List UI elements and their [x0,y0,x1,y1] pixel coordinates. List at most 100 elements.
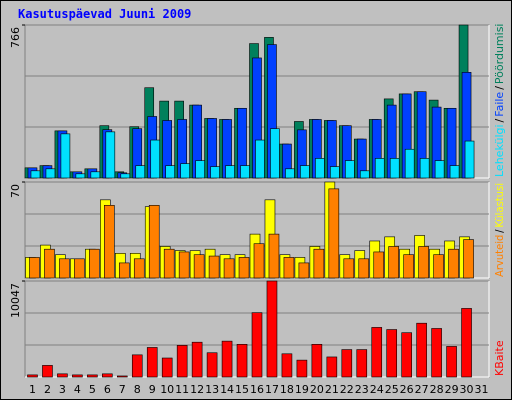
x-tick-label: 3 [59,383,66,396]
bar [148,205,160,279]
bar [326,356,338,378]
bar [463,239,474,279]
x-tick-label: 18 [280,383,294,396]
bar [328,188,340,279]
bar [225,165,235,179]
bar [206,352,218,378]
bar [150,139,161,179]
bar [131,354,143,378]
y-tick-label: 766 [9,27,22,48]
x-tick-label: 31 [475,383,489,396]
x-tick-label: 13 [205,383,219,396]
bar [116,375,128,378]
bar [374,158,385,179]
bar [45,168,56,179]
bar [210,166,220,179]
x-tick-label: 17 [265,383,279,396]
bar [105,131,116,179]
bar [208,255,220,279]
x-tick-label: 26 [400,383,414,396]
bar [221,340,233,378]
bar [268,233,280,279]
x-tick-label: 9 [149,383,156,396]
bar [176,345,188,378]
bar [330,166,340,179]
bar [446,346,457,378]
bar [464,140,475,179]
x-tick-label: 24 [370,383,384,396]
x-tick-label: 14 [220,383,234,396]
bar [449,165,460,179]
bar [300,165,310,179]
bar [193,254,205,279]
bar [59,258,70,279]
x-tick-label: 11 [175,383,189,396]
bar [253,243,265,279]
x-tick-label: 29 [445,383,459,396]
x-tick-label: 12 [190,383,204,396]
bar [296,359,308,378]
bar [191,341,203,378]
legend: Arvuteid /Külastusi [493,183,506,277]
x-tick-label: 6 [104,383,111,396]
x-tick-label: 25 [385,383,399,396]
bar [146,347,158,378]
bar [448,248,459,279]
bar [419,158,430,179]
bar [120,173,131,179]
bar [403,254,414,279]
legend-separator: / [493,86,506,90]
bar [266,280,278,378]
bar [163,248,175,279]
bar [434,160,445,179]
bar [388,246,400,279]
legend-entry: Külastusi [493,183,506,228]
bar [104,205,115,279]
bar [195,160,205,179]
bar [311,344,323,378]
x-tick-label: 20 [310,383,324,396]
bar [72,374,83,378]
bar [389,158,400,179]
bar [27,374,38,378]
x-tick-label: 2 [44,383,51,396]
x-tick-label: 8 [134,383,141,396]
x-tick-label: 1 [29,383,36,396]
bar [285,168,295,179]
bar [416,322,427,378]
x-tick-label: 27 [415,383,429,396]
x-tick-label: 22 [340,383,354,396]
bar [283,257,295,279]
bar [60,133,71,179]
y-tick-label: 70 [9,184,22,198]
bar [165,165,175,179]
bar [343,258,355,279]
bar [251,312,263,378]
legend-separator: / [493,118,506,122]
bar [89,248,100,279]
bar [42,365,53,378]
bar [223,258,235,279]
bar [255,139,265,179]
bar [90,171,101,179]
x-tick-label: 23 [355,383,369,396]
bar [341,349,353,378]
bar [371,327,383,378]
y-tick-label: 10047 [9,283,22,318]
bar [238,257,250,279]
bar [75,173,86,179]
bar [431,328,442,378]
bar [356,349,368,378]
legend-entry: Arvuteid [493,235,506,277]
x-tick-label: 15 [235,383,249,396]
bar [178,251,190,279]
bar [401,332,412,378]
bar [345,160,355,179]
legend-entry: KBaite [493,340,506,376]
bar [29,257,40,279]
bar [30,170,41,179]
bar [44,248,55,279]
bar [133,258,145,279]
bar [359,170,370,179]
bar [161,357,173,378]
